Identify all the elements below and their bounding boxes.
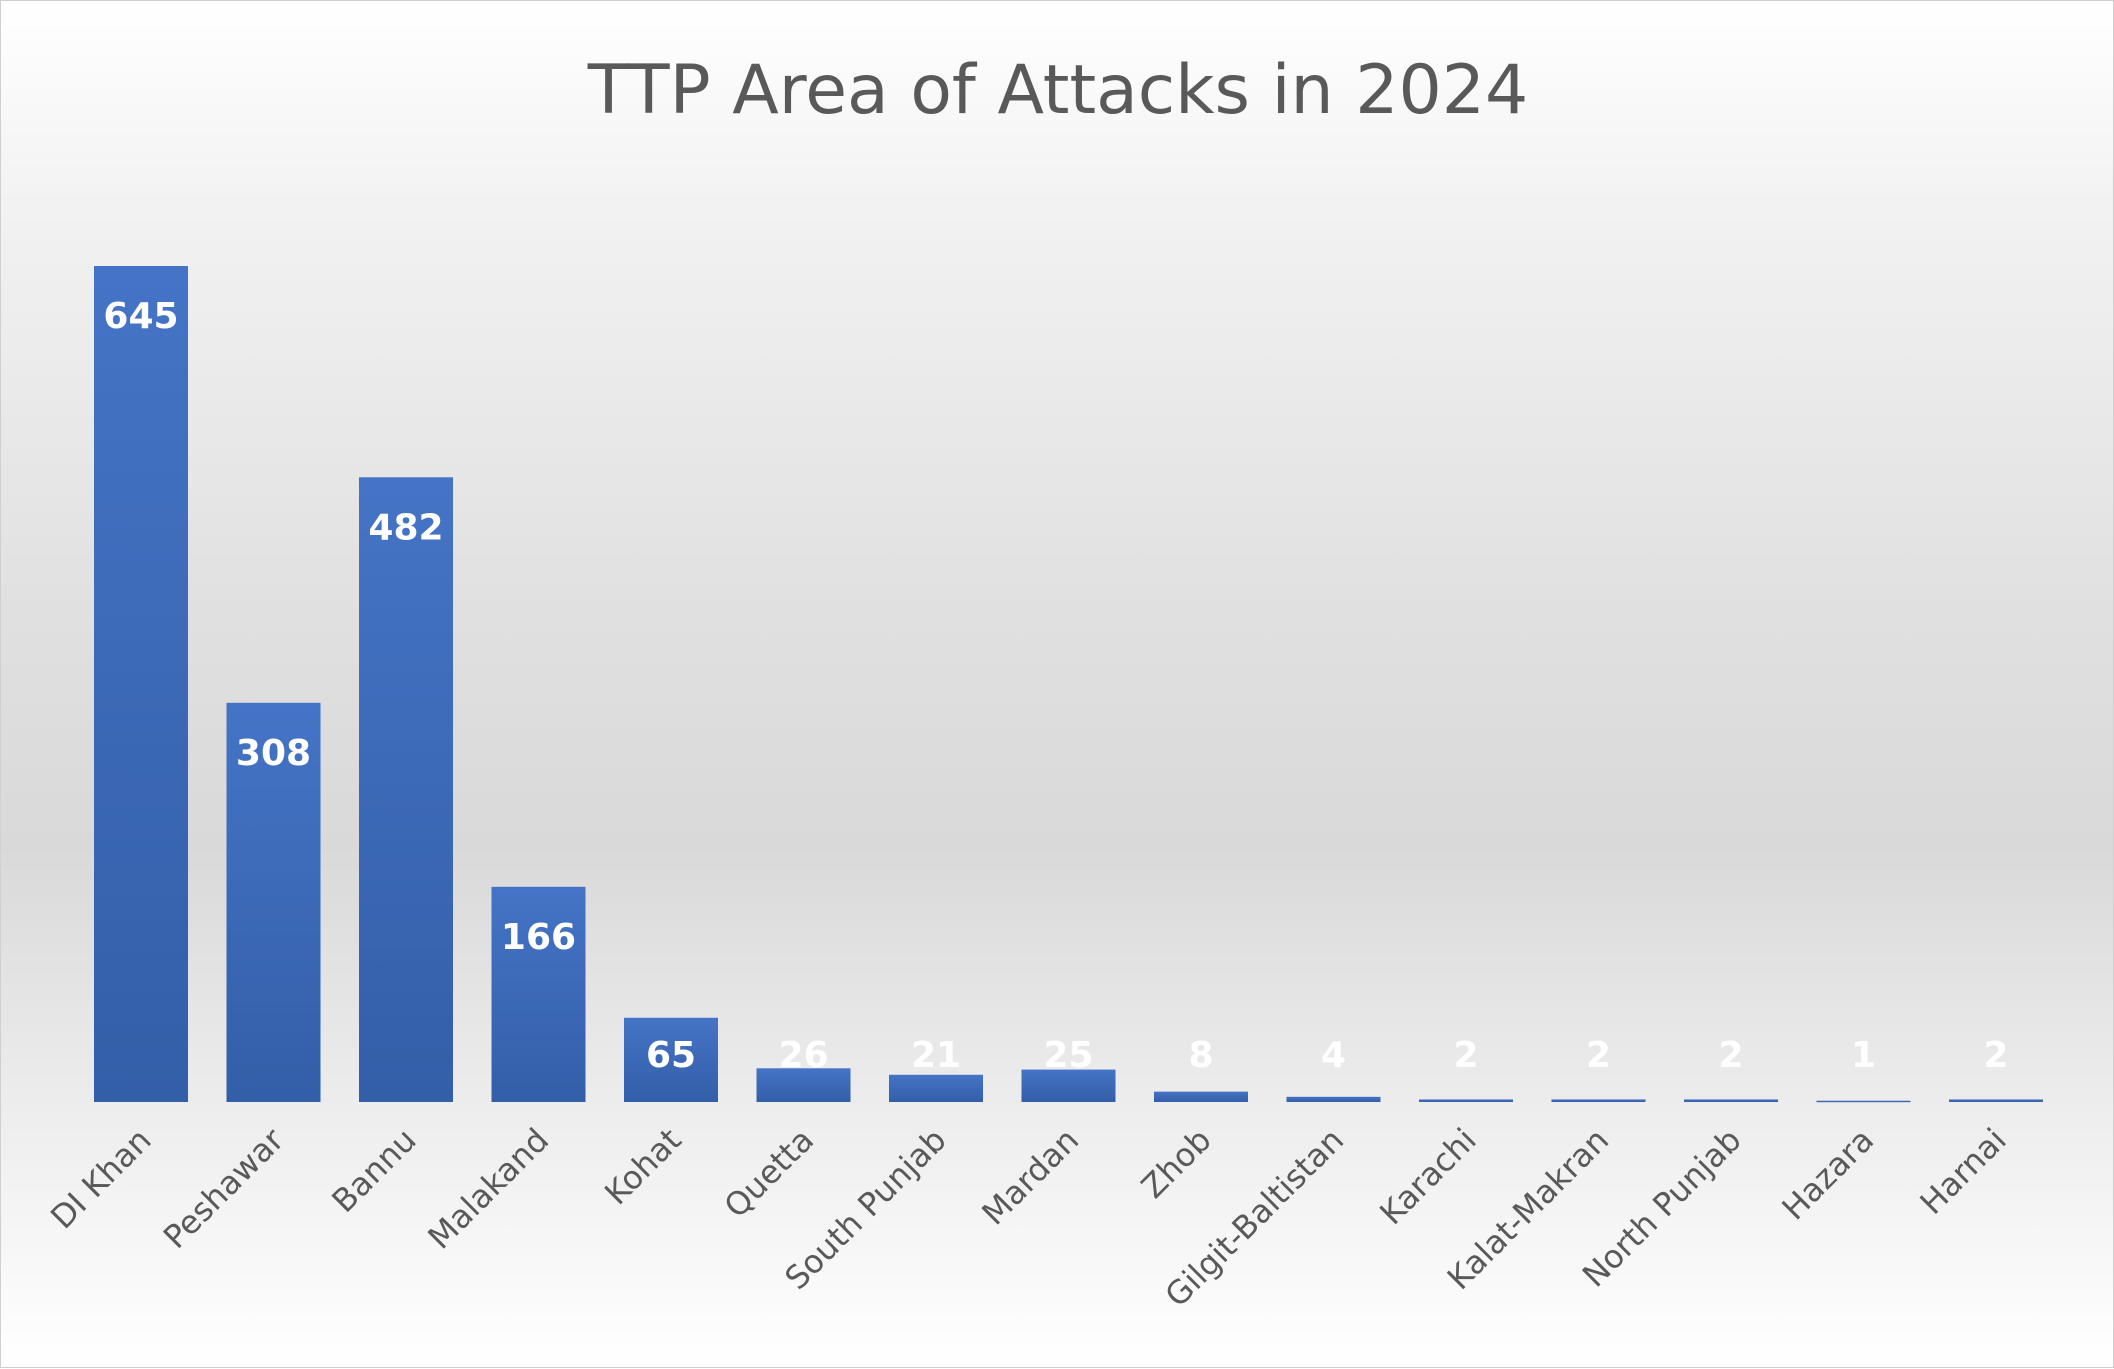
x-tick-label: Zhob [1134, 1121, 1219, 1206]
bar-hazara [1816, 1100, 1911, 1103]
x-tick-label: Malakand [420, 1121, 556, 1257]
x-tick-label: Karachi [1372, 1121, 1483, 1232]
data-label: 2 [1586, 1035, 1611, 1076]
data-label: 21 [911, 1035, 961, 1076]
chart-title: TTP Area of Attacks in 2024 [587, 51, 1529, 130]
bar-south-punjab [889, 1074, 983, 1102]
data-label: 2 [1718, 1035, 1743, 1076]
data-label: 2 [1453, 1035, 1478, 1076]
bar-zhob [1154, 1091, 1248, 1102]
data-label: 482 [368, 507, 443, 548]
bar-karachi [1419, 1099, 1513, 1102]
bar-kalat-makran [1551, 1099, 1646, 1102]
x-tick-label: Peshawar [156, 1120, 292, 1256]
x-tick-label: Bannu [324, 1121, 423, 1220]
data-label: 2 [1983, 1035, 2008, 1076]
bar-malakand [491, 886, 586, 1102]
x-tick-label: Quetta [717, 1121, 822, 1226]
data-label: 8 [1188, 1035, 1213, 1076]
data-label: 645 [103, 296, 178, 337]
x-tick-label: Mardan [974, 1121, 1086, 1233]
x-tick-label: Harnai [1913, 1121, 2014, 1222]
bar-mardan [1021, 1069, 1116, 1102]
x-tick-label: Hazara [1774, 1121, 1881, 1228]
bar-kohat [624, 1017, 718, 1102]
bar-peshawar [226, 702, 321, 1102]
bar-quetta [756, 1068, 851, 1102]
data-label: 166 [501, 917, 576, 958]
bar-gilgit-baltistan [1286, 1096, 1381, 1102]
data-label: 308 [236, 733, 311, 774]
data-label: 1 [1851, 1035, 1876, 1076]
bar-north-punjab [1684, 1099, 1778, 1102]
x-tick-label: DI Khan [43, 1121, 159, 1237]
x-tick-label: Kohat [597, 1121, 689, 1213]
bar-harnai [1949, 1099, 2043, 1102]
bar-di-khan [94, 266, 188, 1102]
data-label: 26 [778, 1035, 828, 1076]
data-label: 65 [646, 1035, 696, 1076]
data-label: 4 [1321, 1035, 1346, 1076]
data-label: 25 [1043, 1035, 1093, 1076]
bar-bannu [359, 477, 453, 1103]
